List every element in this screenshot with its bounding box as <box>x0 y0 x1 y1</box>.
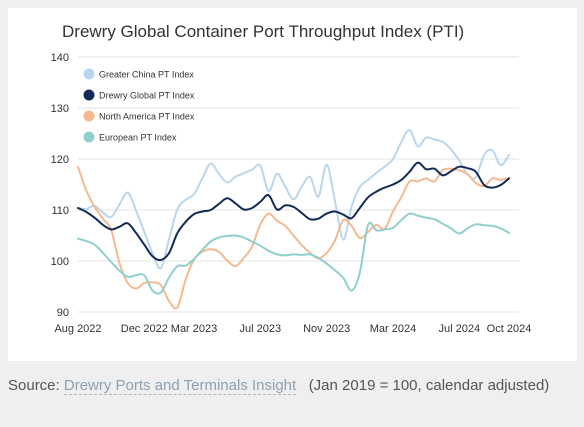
legend-item-greater-china-pt-index[interactable]: Greater China PT Index <box>83 68 195 80</box>
series-line-european-pt-index <box>77 212 510 295</box>
y-tick-label: 120 <box>51 154 69 166</box>
legend-marker <box>83 131 95 143</box>
x-tick-label: Jul 2023 <box>240 323 282 335</box>
y-tick-label: 100 <box>51 256 69 268</box>
x-tick-label: Dec 2022 <box>121 323 168 335</box>
source-link[interactable]: Drewry Ports and Terminals Insight <box>63 377 297 395</box>
legend-marker <box>83 89 95 101</box>
x-tick-label: Aug 2022 <box>54 323 101 335</box>
source-prefix: Source: <box>8 377 64 394</box>
legend-item-european-pt-index[interactable]: European PT Index <box>83 131 177 143</box>
legend-item-drewry-global-pt-index[interactable]: Drewry Global PT Index <box>83 89 195 101</box>
x-tick-label: Oct 2024 <box>487 323 532 335</box>
legend-label: Greater China PT Index <box>99 70 194 80</box>
legend-label: Drewry Global PT Index <box>99 91 195 101</box>
legend-label: North America PT Index <box>99 112 195 122</box>
legend-label: European PT Index <box>99 133 177 143</box>
series-line-north-america-pt-index <box>77 165 510 310</box>
chart-title: Drewry Global Container Port Throughput … <box>62 22 465 41</box>
legend-item-north-america-pt-index[interactable]: North America PT Index <box>83 110 195 122</box>
series-lines <box>77 128 510 310</box>
grid-lines <box>78 56 519 313</box>
chart-card <box>8 8 577 361</box>
y-tick-label: 130 <box>51 103 69 115</box>
source-suffix: (Jan 2019 = 100, calendar adjusted) <box>296 377 550 394</box>
source-note: Source: Drewry Ports and Terminals Insig… <box>8 374 568 397</box>
legend-marker <box>83 68 95 80</box>
x-tick-label: Mar 2023 <box>171 323 217 335</box>
legend: Greater China PT Index Drewry Global PT I… <box>83 68 195 143</box>
y-tick-label: 90 <box>57 307 69 319</box>
series-line-drewry-global-pt-index <box>77 161 510 262</box>
y-tick-label: 140 <box>51 52 69 64</box>
y-tick-label: 110 <box>51 205 69 217</box>
x-tick-label: Nov 2023 <box>303 323 350 335</box>
legend-marker <box>83 110 95 122</box>
x-tick-label: Jul 2024 <box>438 323 480 335</box>
series-line-greater-china-pt-index <box>77 128 510 270</box>
x-tick-label: Mar 2024 <box>370 323 416 335</box>
